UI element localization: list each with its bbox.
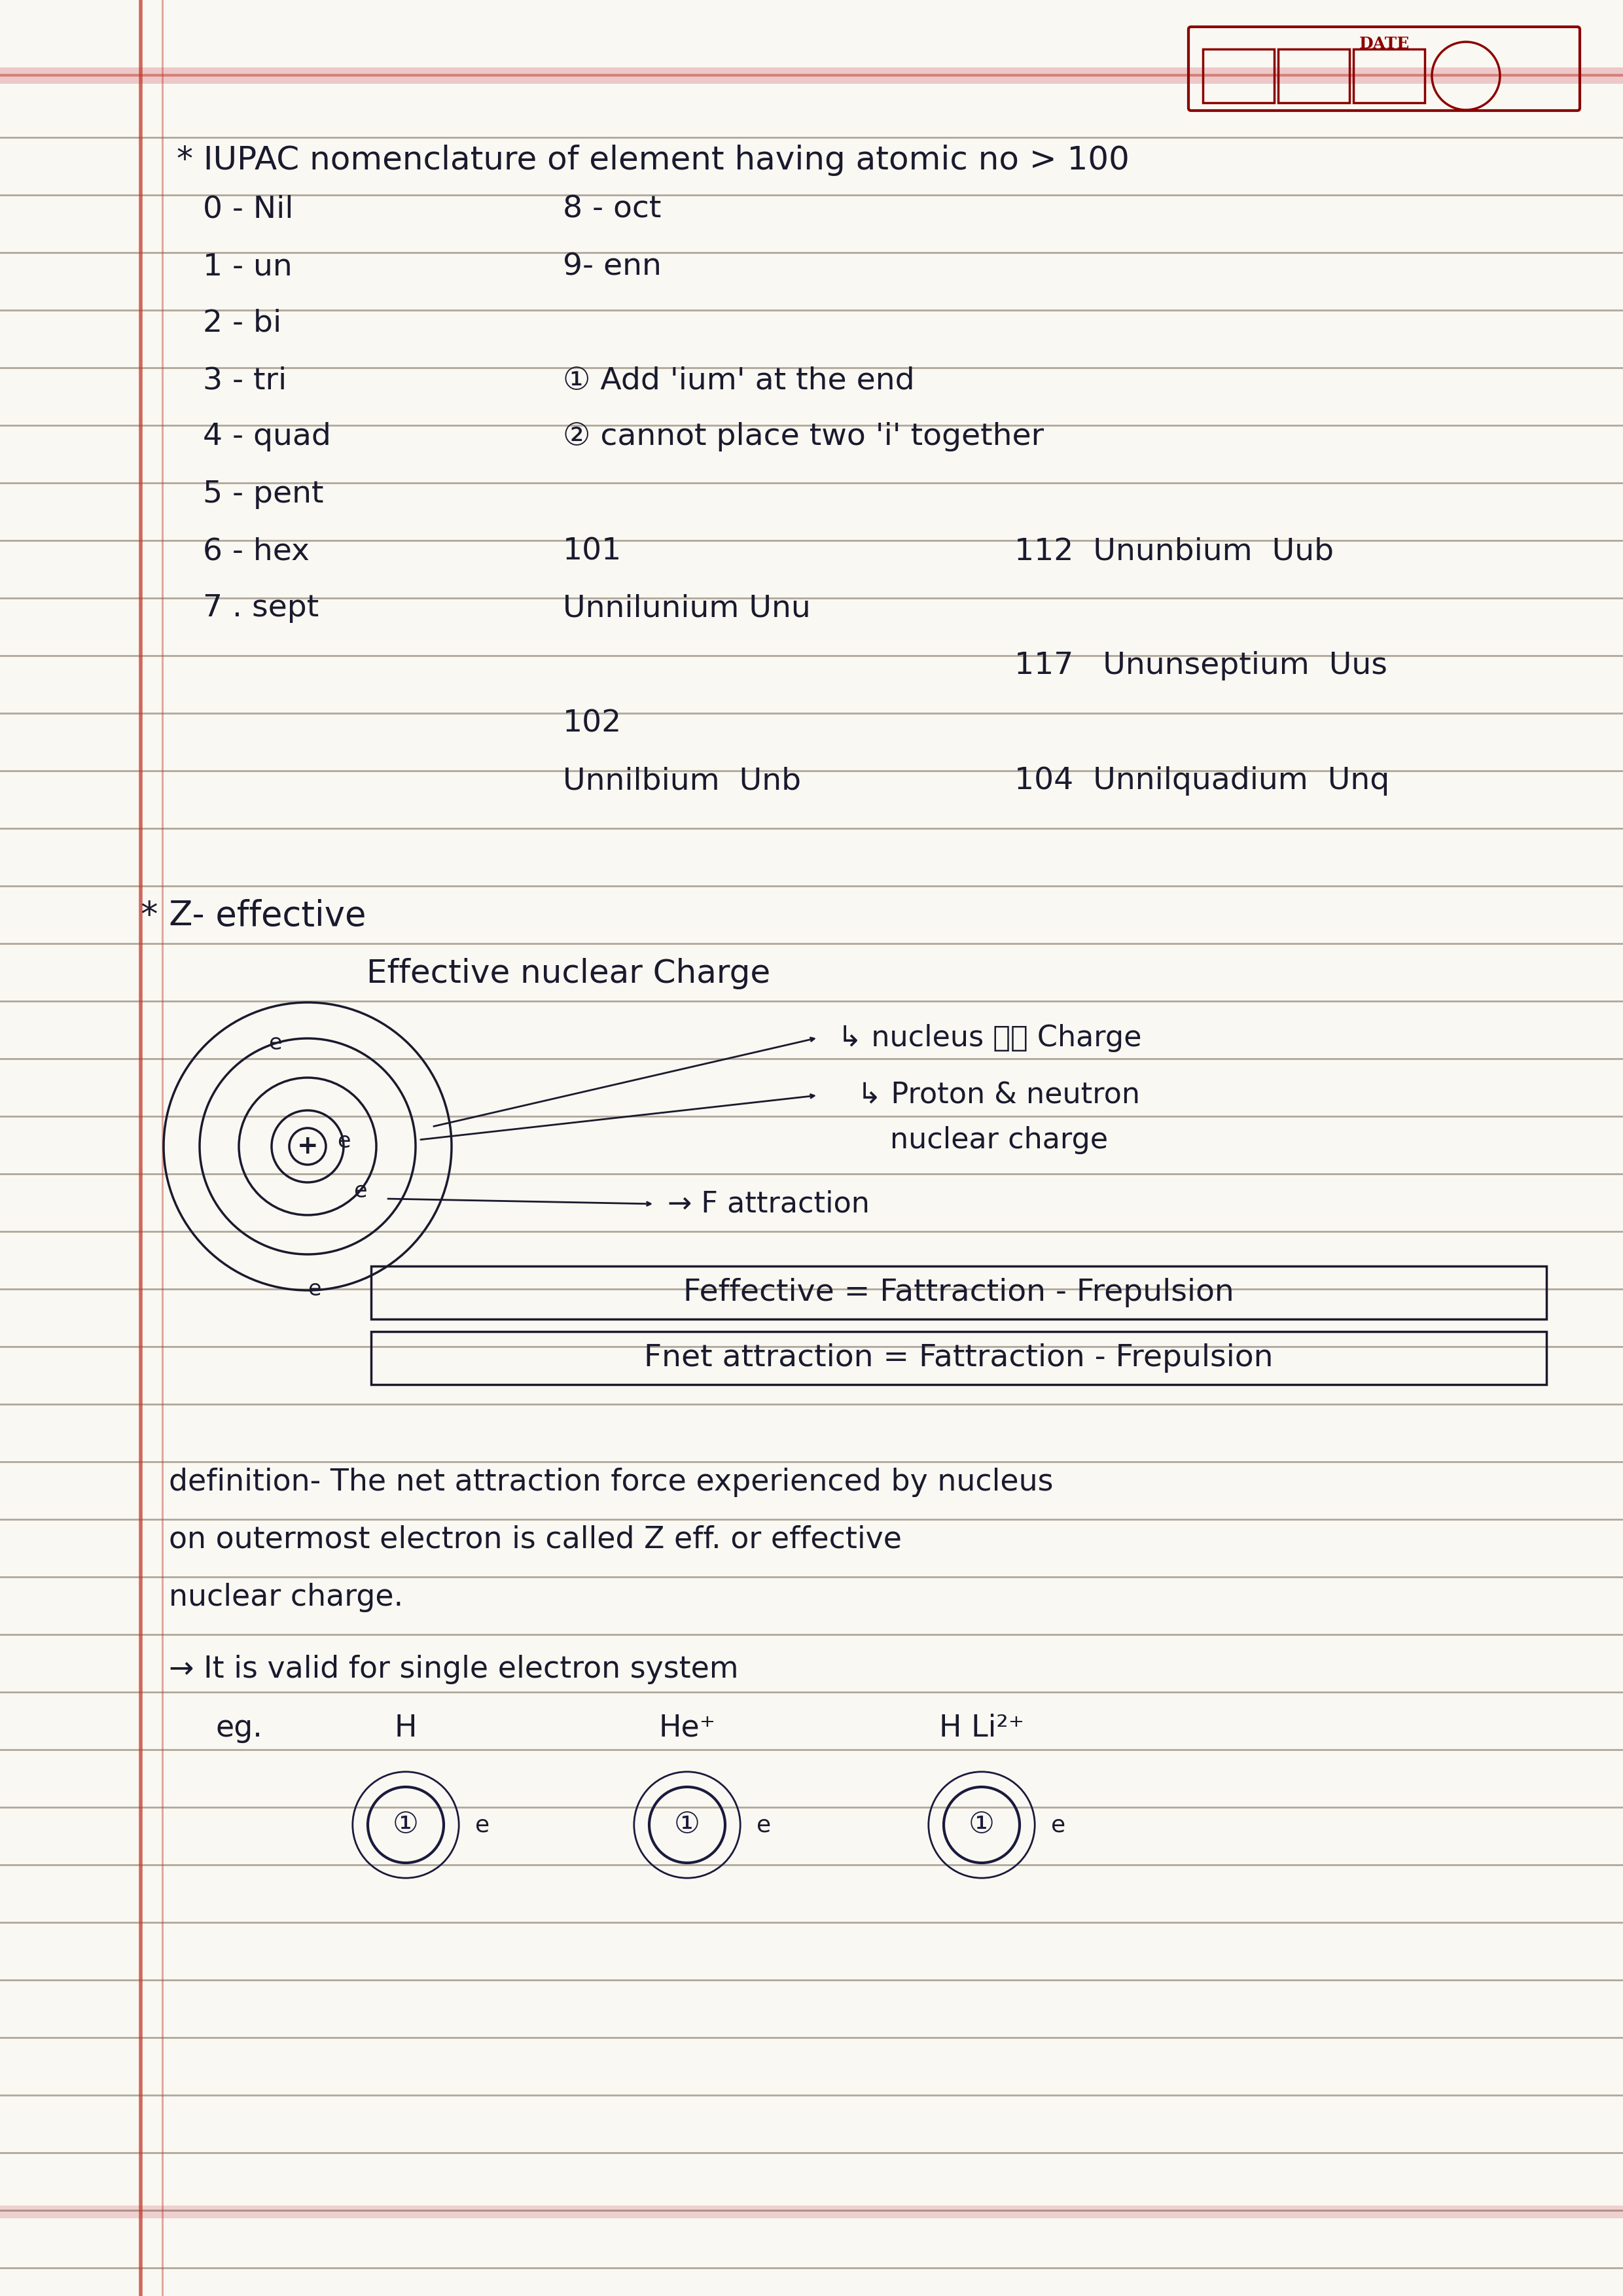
Text: e: e <box>307 1279 321 1300</box>
Text: Feffective = Fattraction - Frepulsion: Feffective = Fattraction - Frepulsion <box>683 1279 1233 1306</box>
Text: 9- enn: 9- enn <box>563 253 662 282</box>
Text: e: e <box>476 1814 490 1837</box>
Text: ↳ nucleus की Charge: ↳ nucleus की Charge <box>837 1024 1141 1052</box>
Text: definition- The net attraction force experienced by nucleus: definition- The net attraction force exp… <box>169 1467 1053 1497</box>
Text: Fnet attraction = Fattraction - Frepulsion: Fnet attraction = Fattraction - Frepulsi… <box>644 1343 1274 1373</box>
Text: e: e <box>338 1130 351 1153</box>
Text: Unnilunium Unu: Unnilunium Unu <box>563 595 810 622</box>
Text: 112  Ununbium  Uub: 112 Ununbium Uub <box>1014 537 1334 567</box>
Text: e: e <box>268 1033 281 1054</box>
Text: ② cannot place two 'i' together: ② cannot place two 'i' together <box>563 422 1044 452</box>
Text: 7 . sept: 7 . sept <box>203 595 318 622</box>
Text: * IUPAC nomenclature of element having atomic no > 100: * IUPAC nomenclature of element having a… <box>177 145 1130 177</box>
Text: Unnilbium  Unb: Unnilbium Unb <box>563 767 802 797</box>
Text: H: H <box>394 1713 417 1743</box>
Text: e: e <box>1052 1814 1066 1837</box>
Text: e: e <box>354 1180 367 1201</box>
Text: 104  Unnilquadium  Unq: 104 Unnilquadium Unq <box>1014 767 1389 797</box>
Text: eg.: eg. <box>216 1713 263 1743</box>
Text: 3 - tri: 3 - tri <box>203 365 287 395</box>
Text: ①: ① <box>674 1812 700 1839</box>
Text: 5 - pent: 5 - pent <box>203 480 323 510</box>
Text: ① Add 'ium' at the end: ① Add 'ium' at the end <box>563 365 915 395</box>
Text: He⁺: He⁺ <box>659 1713 716 1743</box>
Text: ①: ① <box>393 1812 419 1839</box>
Text: * Z- effective: * Z- effective <box>141 900 367 932</box>
Text: 101: 101 <box>563 537 622 567</box>
Text: Effective nuclear Charge: Effective nuclear Charge <box>367 957 771 990</box>
Text: 4 - quad: 4 - quad <box>203 422 331 452</box>
Text: → It is valid for single electron system: → It is valid for single electron system <box>169 1655 738 1685</box>
Text: ↳ Proton & neutron: ↳ Proton & neutron <box>857 1081 1139 1109</box>
Text: +: + <box>297 1134 318 1159</box>
Text: 0 - Nil: 0 - Nil <box>203 195 294 225</box>
Text: on outermost electron is called Z eff. or effective: on outermost electron is called Z eff. o… <box>169 1525 902 1554</box>
Text: 102: 102 <box>563 709 622 739</box>
Text: 117   Ununseptium  Uus: 117 Ununseptium Uus <box>1014 652 1388 682</box>
Text: 8 - oct: 8 - oct <box>563 195 661 225</box>
Text: 1 - un: 1 - un <box>203 253 292 282</box>
Text: ①: ① <box>969 1812 995 1839</box>
Text: nuclear charge: nuclear charge <box>889 1125 1109 1155</box>
Text: H Li²⁺: H Li²⁺ <box>940 1713 1024 1743</box>
Text: DATE: DATE <box>1358 37 1409 53</box>
Text: → F attraction: → F attraction <box>667 1189 870 1217</box>
Text: 2 - bi: 2 - bi <box>203 308 281 338</box>
Text: 6 - hex: 6 - hex <box>203 537 310 567</box>
Text: e: e <box>756 1814 771 1837</box>
Text: nuclear charge.: nuclear charge. <box>169 1582 403 1612</box>
